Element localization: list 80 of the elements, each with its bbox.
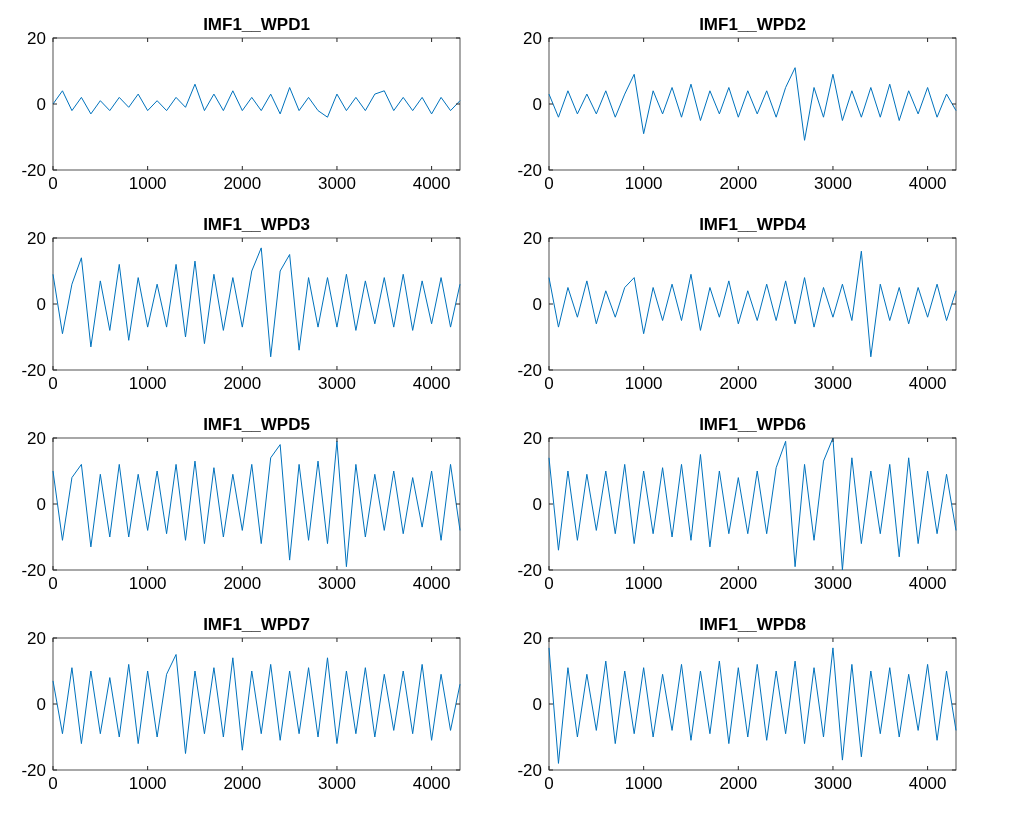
y-tick-label: 0 [36,94,46,114]
line-series [548,437,957,571]
x-tick-label: 2000 [223,374,262,393]
x-tick-label: 0 [48,574,58,593]
x-tick-label: 3000 [318,774,356,793]
chart-title: IMF1__WPD3 [203,215,310,234]
x-tick-label: 2000 [719,774,758,793]
y-tick-label: -20 [21,560,46,580]
x-tick-label: 4000 [908,374,947,393]
chart-title: IMF1__WPD7 [203,615,310,634]
x-tick-label: 3000 [318,174,356,193]
y-tick-label: -20 [517,560,542,580]
y-tick-label: 0 [532,694,542,714]
y-tick-label: 20 [523,228,542,248]
x-tick-label: 3000 [318,574,356,593]
y-tick-label: 0 [532,494,542,514]
y-tick-label: -20 [21,360,46,380]
x-tick-label: 2000 [719,574,758,593]
x-tick-label: 3000 [814,374,852,393]
x-tick-label: 3000 [814,174,852,193]
y-tick-label: 20 [523,628,542,648]
y-tick-label: 20 [27,228,46,248]
x-tick-label: 2000 [223,574,262,593]
chart-title: IMF1__WPD6 [699,415,806,434]
x-tick-label: 2000 [223,774,262,793]
x-tick-label: 0 [544,174,554,193]
x-tick-label: 0 [544,574,554,593]
x-tick-label: 1000 [128,574,167,593]
y-tick-label: -20 [517,160,542,180]
x-tick-label: 4000 [908,574,947,593]
chart-title: IMF1__WPD8 [699,615,806,634]
x-tick-label: 4000 [412,174,451,193]
y-tick-label: 0 [36,294,46,314]
x-tick-label: 3000 [318,374,356,393]
y-tick-label: 0 [532,94,542,114]
x-tick-label: 4000 [412,374,451,393]
y-tick-label: -20 [517,760,542,780]
x-tick-label: 1000 [624,374,663,393]
x-tick-label: 4000 [412,774,451,793]
x-tick-label: 4000 [412,574,451,593]
y-tick-label: 20 [27,628,46,648]
chart-title: IMF1__WPD4 [699,215,807,234]
chart-title: IMF1__WPD2 [699,15,806,34]
x-tick-label: 3000 [814,774,852,793]
line-series [548,67,957,141]
line-series [52,654,461,754]
y-tick-label: 20 [27,28,46,48]
line-series [52,83,461,118]
y-tick-label: 20 [523,28,542,48]
x-tick-label: 0 [544,774,554,793]
y-tick-label: -20 [21,160,46,180]
x-tick-label: 0 [48,174,58,193]
x-tick-label: 1000 [128,174,167,193]
y-tick-label: -20 [21,760,46,780]
y-tick-label: 0 [36,494,46,514]
y-tick-label: -20 [517,360,542,380]
x-tick-label: 0 [48,774,58,793]
line-series [52,247,461,358]
y-tick-label: 20 [523,428,542,448]
x-tick-label: 2000 [719,174,758,193]
x-tick-label: 1000 [128,374,167,393]
y-tick-label: 0 [36,694,46,714]
chart-title: IMF1__WPD5 [203,415,310,434]
line-series [52,440,461,568]
x-tick-label: 2000 [719,374,758,393]
x-tick-label: 4000 [908,174,947,193]
line-series [548,647,957,764]
x-tick-label: 1000 [624,774,663,793]
x-tick-label: 1000 [624,574,663,593]
y-tick-label: 0 [532,294,542,314]
x-tick-label: 1000 [624,174,663,193]
x-tick-label: 4000 [908,774,947,793]
y-tick-label: 20 [27,428,46,448]
x-tick-label: 1000 [128,774,167,793]
x-tick-label: 0 [48,374,58,393]
x-tick-label: 3000 [814,574,852,593]
x-tick-label: 0 [544,374,554,393]
chart-title: IMF1__WPD1 [203,15,310,34]
line-series [548,250,957,358]
x-tick-label: 2000 [223,174,262,193]
